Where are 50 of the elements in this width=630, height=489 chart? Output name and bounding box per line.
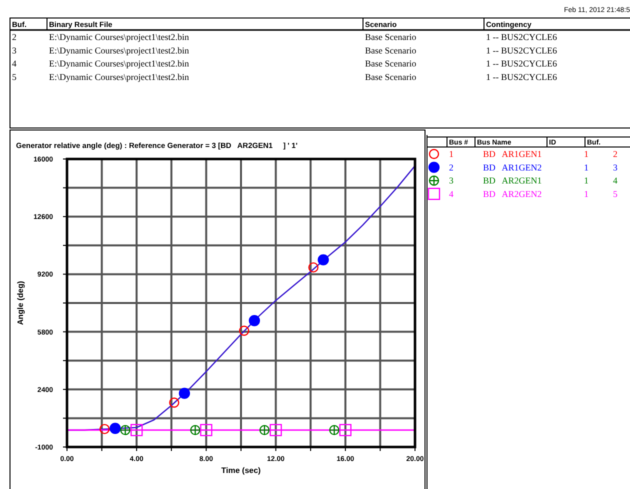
point [110,422,121,434]
text: BD AR2GEN1 [483,176,542,186]
text: 3 [12,45,17,56]
point [318,254,329,266]
point [169,398,180,408]
text: E:\Dynamic Courses\project1\test2.bin [49,58,190,69]
point [190,424,200,436]
text: Base Scenario [365,58,417,69]
text: Base Scenario [365,32,417,42]
point [200,424,212,436]
text: BD AR2GEN2 [483,188,542,199]
text: 1 -- BUS2CYCLE6 [486,72,558,82]
point [270,424,282,436]
text: 1 -- BUS2CYCLE6 [486,58,558,69]
point [239,326,250,336]
text: 1 -- BUS2CYCLE6 [486,32,558,42]
text: 1 [584,162,588,172]
text: 1 [584,149,588,159]
text: 2 [12,32,16,42]
text: 1 [584,176,588,186]
text: Base Scenario [365,72,417,82]
point [339,424,352,436]
point [308,262,318,273]
point [120,424,130,436]
text: 4 [449,188,454,199]
text: 4 [613,176,618,186]
y-axis-title: Angle (deg) [16,280,25,325]
text: 1 [584,188,588,199]
point [259,424,270,436]
text: 4 [12,58,17,69]
text: 1 -- BUS2CYCLE6 [486,45,558,56]
point [178,388,190,399]
x-axis-title: Time (sec) [221,466,262,475]
text: 5 [613,188,618,199]
point [130,424,143,436]
text: E:\Dynamic Courses\project1\test2.bin [49,45,190,56]
text: Base Scenario [365,45,417,56]
text: 3 [449,176,454,186]
point [99,424,110,434]
text: 3 [613,162,618,172]
text: 2 [449,162,454,172]
text: 5 [12,72,17,82]
text: E:\Dynamic Courses\project1\test2.bin [49,72,190,82]
text: 2 [613,149,618,159]
point [248,315,260,326]
text: BD AR1GEN2 [483,162,542,172]
point [329,424,340,436]
text: E:\Dynamic Courses\project1\test2.bin [49,32,190,42]
text: BD AR1GEN1 [483,149,542,159]
text: 1 [449,149,454,159]
